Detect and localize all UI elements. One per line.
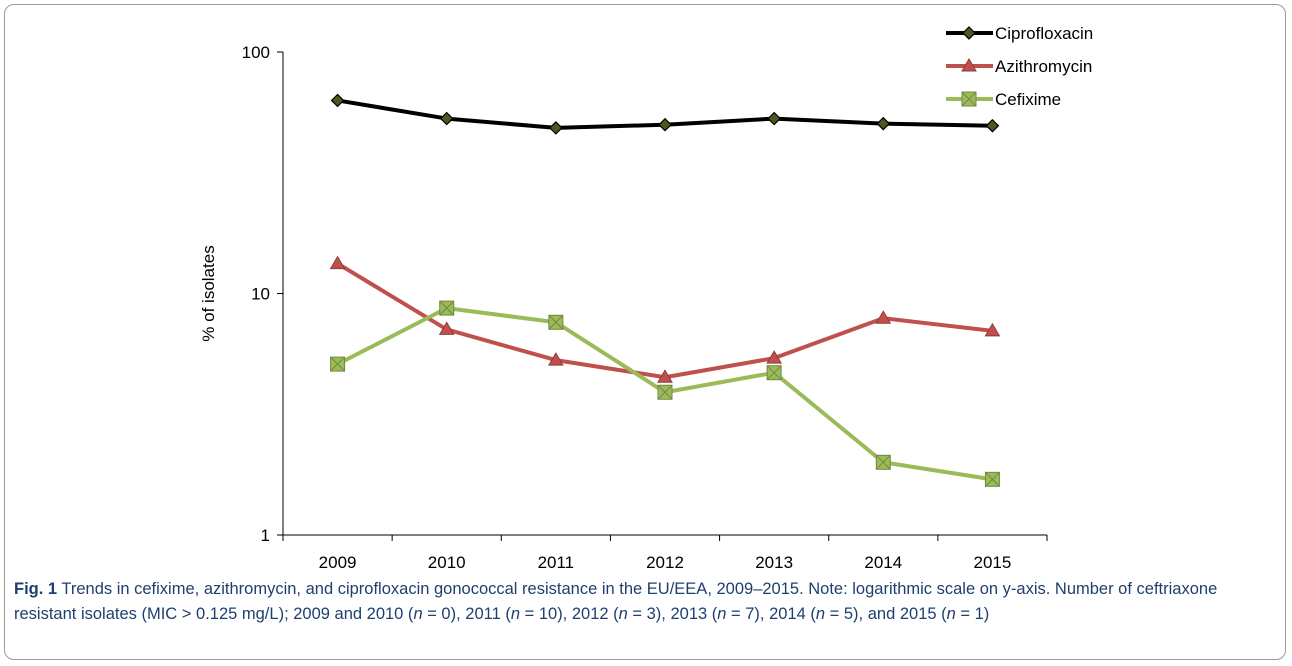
series-ciprofloxacin <box>330 93 1000 135</box>
data-point-diamond <box>985 118 1000 133</box>
data-point-triangle <box>961 58 977 72</box>
data-point-diamond <box>767 111 781 126</box>
y-tick-label: 1 <box>261 526 270 545</box>
marker-cross <box>875 454 891 470</box>
data-point-triangle <box>984 322 1001 337</box>
legend-entry-cefixime: Cefixime <box>946 90 1061 109</box>
data-point-diamond <box>330 93 345 108</box>
series-azithromycin <box>329 255 1001 383</box>
chart-legend: Ciprofloxacin Azithromycin Cefixime <box>946 24 1093 109</box>
chart-series <box>329 93 1001 487</box>
data-point-square <box>657 384 673 400</box>
data-point-square <box>439 300 455 316</box>
data-point-diamond <box>439 111 454 126</box>
data-point-square <box>875 454 891 470</box>
x-tick-label: 2010 <box>428 553 466 572</box>
x-tick-label: 2009 <box>319 553 357 572</box>
data-point-triangle <box>875 310 892 324</box>
data-point-diamond <box>658 117 672 132</box>
caption-segment: = 0), 2011 ( <box>422 605 511 623</box>
line-chart: 1 10 100 2009 2010 2011 2012 2013 2014 2015 % of i… <box>199 24 1093 572</box>
marker-cross <box>548 314 564 330</box>
caption-segment: = 7), 2014 ( <box>726 605 816 623</box>
y-axis-label: % of isolates <box>199 245 218 341</box>
legend-entry-ciprofloxacin: Ciprofloxacin <box>946 24 1093 43</box>
figure-frame <box>4 4 1286 660</box>
data-point-triangle <box>547 352 564 366</box>
caption-italic-n: n <box>510 605 521 623</box>
chart-axes: 1 10 100 2009 2010 2011 2012 2013 2014 2015 % of i… <box>199 43 1048 572</box>
data-point-diamond <box>876 116 891 131</box>
x-tick-label: 2012 <box>646 553 684 572</box>
data-point-square <box>984 471 1000 487</box>
data-point-square <box>548 314 564 330</box>
caption-italic-n: n <box>413 605 423 623</box>
marker-cross <box>439 300 455 316</box>
legend-entry-azithromycin: Azithromycin <box>946 57 1092 76</box>
caption-italic-n: n <box>717 605 727 623</box>
data-point-square <box>766 365 782 381</box>
caption-segment: = 1) <box>955 605 990 623</box>
caption-italic-n: n <box>815 605 826 623</box>
figure-label: Fig. 1 <box>14 580 58 598</box>
caption-segment: = 10), 2012 ( <box>520 605 619 623</box>
marker-cross <box>657 384 673 400</box>
data-point-triangle <box>329 255 346 270</box>
data-point-diamond <box>962 26 976 40</box>
y-tick-label: 100 <box>242 43 270 62</box>
data-point-diamond <box>549 121 563 135</box>
x-tick-label: 2013 <box>755 553 793 572</box>
data-point-triangle <box>766 350 783 364</box>
data-point-triangle <box>438 321 455 335</box>
caption-text: Trends in cefixime, azithromycin, and ci… <box>14 580 1217 623</box>
caption-segment: = 5), and 2015 ( <box>825 605 947 623</box>
legend-label: Cefixime <box>995 90 1061 109</box>
data-point-square <box>330 356 346 372</box>
marker-cross <box>985 471 1000 487</box>
legend-label: Ciprofloxacin <box>995 24 1093 43</box>
marker-cross <box>961 91 977 107</box>
marker-cross <box>330 356 345 372</box>
x-tick-label: 2015 <box>974 553 1012 572</box>
caption-italic-n: n <box>618 605 628 623</box>
legend-label: Azithromycin <box>995 57 1092 76</box>
y-tick-label: 10 <box>251 285 270 304</box>
series-line <box>336 261 993 380</box>
x-tick-label: 2011 <box>538 553 575 572</box>
caption-segment: = 3), 2013 ( <box>627 605 718 623</box>
caption-segment: Trends in cefixime, azithromycin, and ci… <box>14 580 1218 623</box>
caption-italic-n: n <box>946 605 956 623</box>
series-cefixime <box>330 300 1000 487</box>
data-point-square <box>961 91 977 107</box>
data-point-triangle <box>657 369 673 383</box>
figure-caption: Fig. 1 Trends in cefixime, azithromycin,… <box>14 577 1276 627</box>
marker-cross <box>766 365 782 381</box>
x-tick-label: 2014 <box>864 553 902 572</box>
